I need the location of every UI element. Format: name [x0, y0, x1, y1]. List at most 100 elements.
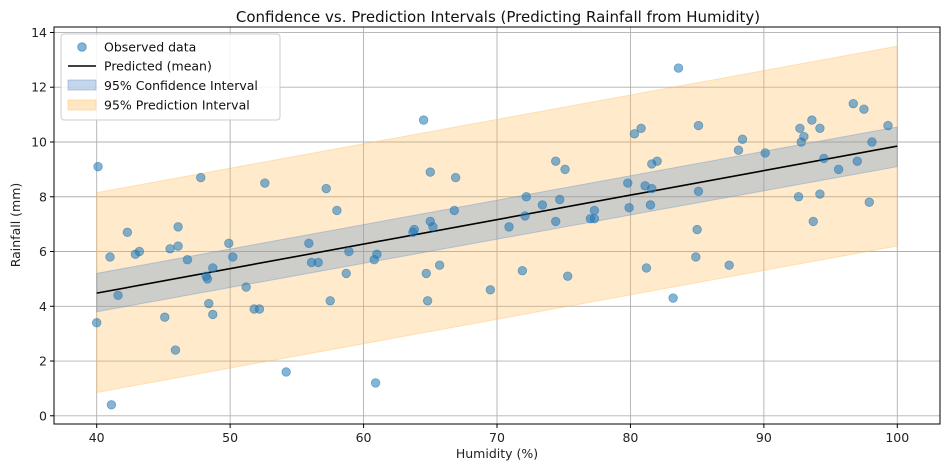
- observed-data-point: [668, 293, 678, 303]
- observed-data-point: [517, 265, 528, 276]
- observed-data-point: [204, 298, 214, 309]
- observed-data-point: [182, 255, 193, 265]
- observed-data-point: [304, 238, 314, 248]
- observed-data-point: [859, 104, 869, 114]
- x-tick-label: 100: [885, 430, 909, 445]
- observed-data-point: [332, 205, 342, 216]
- observed-data-point: [733, 145, 744, 155]
- observed-data-point: [815, 123, 825, 134]
- x-tick-label: 80: [622, 430, 638, 445]
- observed-data-point: [165, 244, 175, 254]
- observed-data-point: [724, 260, 734, 270]
- observed-data-point: [93, 161, 103, 172]
- observed-data-point: [647, 183, 657, 194]
- x-tick-label: 70: [489, 430, 505, 445]
- observed-data-point: [645, 200, 656, 210]
- observed-data-point: [208, 309, 218, 320]
- observed-data-point: [551, 216, 561, 227]
- observed-data-point: [652, 156, 662, 166]
- observed-data-point: [799, 131, 809, 142]
- observed-data-point: [555, 194, 565, 205]
- observed-data-point: [321, 183, 331, 194]
- predicted-mean-line: [96, 145, 898, 294]
- observed-data-point: [196, 172, 206, 183]
- legend-label-mean: Predicted (mean): [104, 59, 212, 74]
- observed-data-point: [450, 172, 461, 183]
- y-axis-label: Rainfall (mm): [8, 183, 23, 268]
- y-tick-label: 8: [39, 189, 47, 204]
- observed-data-point: [134, 246, 145, 257]
- observed-data-point: [105, 252, 115, 262]
- observed-data-point: [692, 224, 702, 235]
- observed-data-point: [485, 285, 496, 295]
- y-tick-label: 0: [39, 408, 47, 423]
- observed-data-point: [848, 98, 858, 109]
- observed-points: [91, 63, 893, 410]
- observed-data-point: [624, 203, 634, 213]
- x-tick-label: 90: [756, 430, 772, 445]
- observed-data-point: [428, 222, 438, 232]
- x-tick-label: 60: [356, 430, 372, 445]
- observed-data-point: [852, 156, 862, 166]
- observed-data-point: [691, 252, 701, 262]
- legend-marker-confidence: [67, 79, 97, 91]
- observed-data-point: [173, 241, 183, 251]
- legend-label-confidence: 95% Confidence Interval: [104, 78, 258, 93]
- legend-box: [60, 33, 281, 121]
- observed-data-point: [260, 178, 270, 188]
- observed-data-point: [418, 115, 429, 125]
- mean-line-layer: [96, 145, 898, 294]
- observed-data-point: [370, 378, 381, 388]
- observed-data-point: [563, 271, 573, 281]
- observed-data-point: [636, 123, 646, 134]
- observed-data-point: [422, 296, 433, 306]
- observed-data-point: [793, 192, 804, 202]
- observed-data-point: [341, 268, 351, 279]
- observed-data-point: [551, 156, 561, 166]
- observed-data-point: [208, 263, 218, 273]
- observed-data-point: [504, 222, 514, 232]
- observed-data-point: [833, 164, 844, 175]
- observed-data-point: [807, 115, 817, 125]
- observed-data-point: [434, 260, 445, 270]
- observed-data-point: [170, 345, 181, 355]
- observed-data-point: [202, 274, 213, 284]
- x-tick-label: 50: [222, 430, 238, 445]
- y-tick-label: 6: [39, 244, 47, 259]
- observed-data-point: [693, 120, 704, 131]
- legend: Observed data Predicted (mean) 95% Confi…: [60, 33, 281, 121]
- chart-title: Confidence vs. Prediction Intervals (Pre…: [236, 8, 760, 26]
- observed-data-point: [224, 238, 234, 248]
- observed-data-point: [228, 252, 238, 262]
- observed-data-point: [449, 205, 460, 216]
- legend-label-observed: Observed data: [104, 40, 196, 55]
- observed-data-point: [173, 222, 183, 232]
- observed-data-point: [737, 134, 748, 144]
- observed-data-point: [521, 192, 532, 202]
- axis-ticks: 40 50 60 70 80 90 100 0 2 4 6 8 10 12 14: [31, 25, 909, 445]
- observed-data-point: [344, 246, 354, 257]
- observed-data-point: [819, 153, 829, 164]
- observed-data-point: [106, 400, 117, 410]
- y-tick-label: 10: [31, 134, 47, 149]
- observed-data-point: [537, 200, 548, 210]
- observed-data-point: [425, 167, 435, 177]
- observed-data-point: [281, 367, 291, 377]
- grid-lines: [54, 27, 940, 424]
- observed-data-point: [693, 186, 704, 196]
- observed-data-point: [815, 189, 825, 199]
- observed-data-point: [160, 312, 170, 322]
- observed-data-point: [629, 129, 640, 139]
- y-tick-label: 4: [39, 299, 47, 314]
- x-tick-label: 40: [89, 430, 105, 445]
- observed-data-point: [254, 304, 265, 314]
- observed-data-point: [641, 263, 652, 273]
- observed-data-point: [589, 205, 600, 216]
- x-axis-label: Humidity (%): [456, 446, 538, 461]
- observed-data-point: [113, 290, 123, 301]
- y-tick-label: 12: [31, 80, 47, 95]
- observed-data-point: [560, 164, 570, 175]
- observed-data-point: [520, 211, 530, 221]
